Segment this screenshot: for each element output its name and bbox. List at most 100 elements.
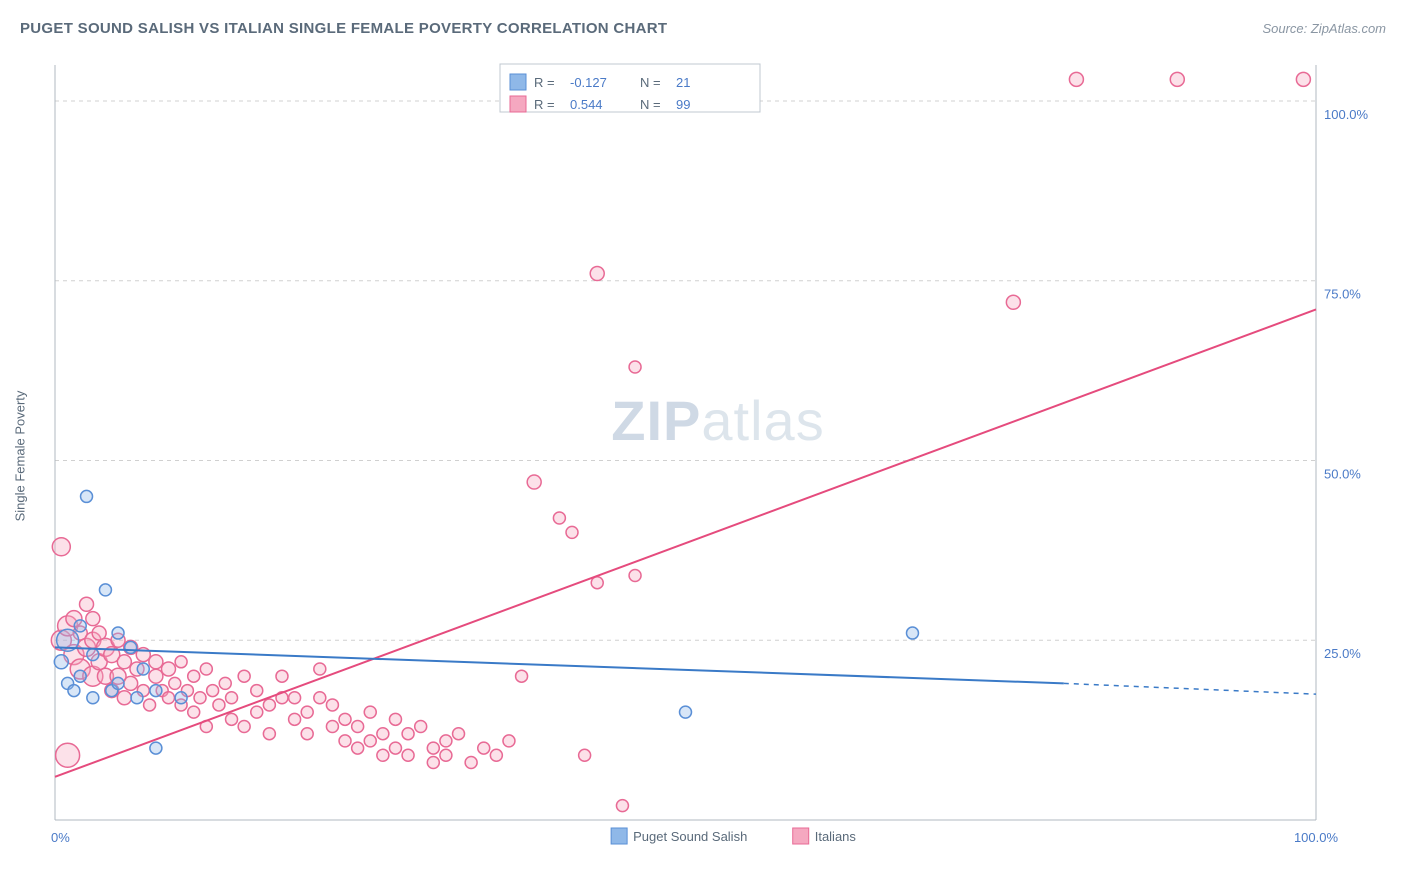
bottom-legend-swatch [611,828,627,844]
data-point-italians [490,749,502,761]
data-point-salish [680,706,692,718]
data-point-italians [553,512,565,524]
data-point-italians [389,742,401,754]
data-point-italians [377,749,389,761]
data-point-salish [68,685,80,697]
data-point-italians [503,735,515,747]
legend-n-value: 99 [676,97,690,112]
data-point-italians [263,699,275,711]
data-point-italians [415,721,427,733]
data-point-italians [389,713,401,725]
data-point-italians [566,526,578,538]
data-point-italians [144,699,156,711]
data-point-italians [117,691,131,705]
data-point-italians [629,570,641,582]
data-point-salish [81,490,93,502]
data-point-italians [402,749,414,761]
data-point-salish [125,641,137,653]
data-point-salish [906,627,918,639]
legend-r-label: R = [534,97,555,112]
data-point-salish [131,692,143,704]
data-point-italians [339,713,351,725]
bottom-legend-swatch [793,828,809,844]
data-point-salish [150,685,162,697]
data-point-salish [150,742,162,754]
data-point-italians [251,706,263,718]
data-point-italians [591,577,603,589]
chart-container: Single Female Poverty 25.0%50.0%75.0%100… [50,60,1386,852]
data-point-italians [465,756,477,768]
legend-swatch-salish [510,74,526,90]
data-point-italians [314,663,326,675]
legend-r-value: -0.127 [570,75,607,90]
data-point-italians [364,735,376,747]
data-point-italians [1170,72,1184,86]
data-point-italians [1006,295,1020,309]
data-point-italians [301,706,313,718]
legend-r-label: R = [534,75,555,90]
data-point-italians [516,670,528,682]
data-point-italians [175,656,187,668]
data-point-italians [377,728,389,740]
data-point-italians [86,612,100,626]
data-point-italians [238,721,250,733]
data-point-italians [117,655,131,669]
data-point-italians [80,597,94,611]
data-point-italians [1069,72,1083,86]
data-point-italians [226,692,238,704]
data-point-italians [207,685,219,697]
watermark: ZIPatlas [611,389,824,452]
data-point-italians [226,713,238,725]
data-point-italians [301,728,313,740]
data-point-salish [74,620,86,632]
data-point-italians [326,721,338,733]
data-point-italians [289,692,301,704]
data-point-salish [54,655,68,669]
data-point-salish [112,627,124,639]
data-point-italians [352,721,364,733]
data-point-salish [137,663,149,675]
legend-r-value: 0.544 [570,97,603,112]
data-point-italians [251,685,263,697]
data-point-italians [1296,72,1310,86]
data-point-salish [175,692,187,704]
data-point-italians [579,749,591,761]
data-point-italians [453,728,465,740]
data-point-italians [124,676,138,690]
data-point-italians [339,735,351,747]
bottom-legend-label: Puget Sound Salish [633,829,747,844]
data-point-italians [161,662,175,676]
data-point-italians [590,267,604,281]
data-point-italians [527,475,541,489]
data-point-italians [213,699,225,711]
y-axis-label: Single Female Poverty [13,391,28,522]
data-point-italians [238,670,250,682]
data-point-italians [56,743,80,767]
data-point-salish [87,649,99,661]
data-point-italians [289,713,301,725]
data-point-italians [402,728,414,740]
x-tick-label: 0.0% [50,830,70,845]
data-point-italians [149,669,163,683]
data-point-italians [352,742,364,754]
y-tick-label: 50.0% [1324,466,1361,481]
data-point-salish [74,670,86,682]
data-point-italians [629,361,641,373]
data-point-italians [162,692,174,704]
data-point-italians [276,670,288,682]
scatter-plot: 25.0%50.0%75.0%100.0%ZIPatlasR =-0.127N … [50,60,1386,852]
data-point-italians [427,742,439,754]
data-point-italians [188,670,200,682]
legend-n-label: N = [640,97,661,112]
data-point-italians [263,728,275,740]
data-point-italians [219,677,231,689]
legend-n-label: N = [640,75,661,90]
data-point-salish [87,692,99,704]
legend-swatch-italians [510,96,526,112]
data-point-italians [200,663,212,675]
data-point-italians [188,706,200,718]
data-point-italians [149,655,163,669]
data-point-italians [478,742,490,754]
source-label: Source: ZipAtlas.com [1262,21,1386,36]
y-tick-label: 100.0% [1324,107,1369,122]
